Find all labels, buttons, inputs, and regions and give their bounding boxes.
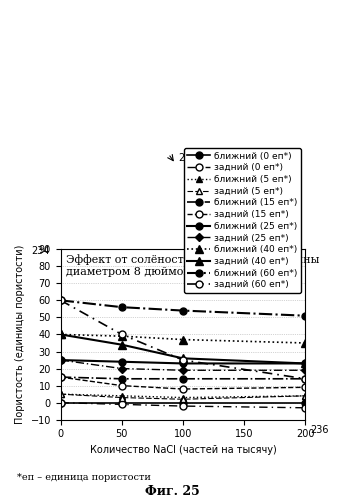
задний (5 еп*) [303,393,307,399]
Line: ближний (60 еп*): ближний (60 еп*) [57,297,309,319]
задний (0 еп*) [303,405,307,411]
ближний (0 еп*) [181,400,185,406]
ближний (25 еп*) [181,360,185,366]
Text: 234: 234 [31,246,50,256]
Line: задний (40 еп*): задний (40 еп*) [56,330,309,368]
задний (15 еп*) [181,386,185,392]
задний (25 еп*) [181,368,185,374]
задний (15 еп*) [120,382,124,388]
задний (15 еп*) [58,374,63,380]
ближний (15 еп*) [58,374,63,380]
ближний (60 еп*) [120,304,124,310]
Text: Эффект от солёности (NaCl) для скважины
диаметром 8 дюймов: Эффект от солёности (NaCl) для скважины … [66,254,319,276]
ближний (40 еп*) [58,332,63,338]
задний (5 еп*) [58,391,63,397]
Y-axis label: Пористость (единицы пористости): Пористость (единицы пористости) [15,245,25,424]
задний (60 еп*) [120,332,124,338]
задний (15 еп*) [303,384,307,390]
задний (40 еп*) [303,360,307,366]
Text: 232: 232 [178,152,197,162]
ближний (15 еп*) [181,376,185,382]
ближний (40 еп*) [120,333,124,339]
Line: задний (0 еп*): задний (0 еп*) [57,399,309,411]
задний (25 еп*) [303,368,307,374]
ближний (25 еп*) [120,358,124,364]
Legend: ближний (0 еп*), задний (0 еп*), ближний (5 еп*), задний (5 еп*), ближний (15 еп: ближний (0 еп*), задний (0 еп*), ближний… [184,148,301,293]
ближний (5 еп*) [303,393,307,399]
задний (5 еп*) [120,394,124,400]
Line: ближний (0 еп*): ближний (0 еп*) [57,399,309,406]
задний (40 еп*) [120,342,124,347]
ближний (40 еп*) [181,336,185,342]
задний (0 еп*) [120,402,124,407]
Line: ближний (5 еп*): ближний (5 еп*) [57,390,309,401]
задний (25 еп*) [120,366,124,372]
задний (60 еп*) [303,376,307,382]
задний (60 еп*) [181,357,185,363]
Line: задний (15 еп*): задний (15 еп*) [57,374,309,392]
задний (0 еп*) [58,400,63,406]
ближний (60 еп*) [303,312,307,318]
Line: ближний (25 еп*): ближний (25 еп*) [57,356,309,367]
ближний (5 еп*) [58,391,63,397]
ближний (15 еп*) [303,376,307,382]
Line: ближний (15 еп*): ближний (15 еп*) [57,374,309,382]
задний (5 еп*) [181,396,185,402]
X-axis label: Количество NaCl (частей на тысячу): Количество NaCl (частей на тысячу) [89,445,276,455]
ближний (0 еп*) [58,400,63,406]
Line: задний (25 еп*): задний (25 еп*) [58,358,308,373]
ближний (25 еп*) [303,360,307,366]
задний (25 еп*) [58,357,63,363]
Line: ближний (40 еп*): ближний (40 еп*) [56,330,309,347]
ближний (5 еп*) [181,394,185,400]
Text: Фиг. 25: Фиг. 25 [144,485,200,498]
Text: 236: 236 [310,426,329,436]
ближний (15 еп*) [120,376,124,382]
ближний (0 еп*) [120,400,124,406]
Line: задний (5 еп*): задний (5 еп*) [57,390,309,402]
ближний (5 еп*) [120,393,124,399]
ближний (25 еп*) [58,357,63,363]
Text: *еп – единица пористости: *еп – единица пористости [17,473,151,482]
задний (40 еп*) [181,356,185,362]
ближний (0 еп*) [303,400,307,406]
задний (0 еп*) [181,403,185,409]
ближний (60 еп*) [181,308,185,314]
ближний (60 еп*) [58,298,63,304]
ближний (40 еп*) [303,340,307,346]
задний (40 еп*) [58,332,63,338]
Line: задний (60 еп*): задний (60 еп*) [57,297,309,382]
задний (60 еп*) [58,298,63,304]
